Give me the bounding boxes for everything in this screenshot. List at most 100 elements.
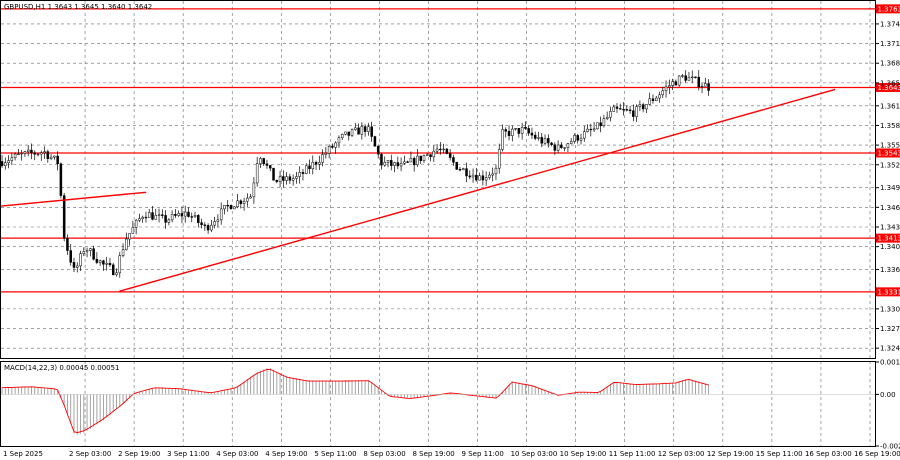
candle-body [628,109,632,111]
candle-body [530,132,534,136]
candle-body [478,175,481,181]
x-tick-label: 10 Sep 19:00 [560,450,607,458]
candle-body [507,131,511,136]
candle-body [265,163,269,166]
levels: 1.3763 1.3643 1.3543 1.3413 1.3331 [1,4,900,297]
candle-body [278,176,282,182]
candle-body [622,108,625,111]
candle-body [311,162,315,170]
x-tick-label: 4 Sep 03:00 [216,450,258,458]
candle-body [573,135,576,142]
candle-body [471,174,475,178]
candle-body [615,106,619,109]
candle-body [324,153,328,155]
candle-body [334,142,337,148]
candle-body [461,168,465,171]
level-label-box [876,4,900,14]
candle-body [458,169,462,171]
candle-body [592,128,596,131]
candle-body [30,149,33,154]
candle-body [53,155,56,158]
candle-body [360,126,364,135]
candle-body [419,155,422,161]
candle-body [125,238,128,250]
candle-body [350,129,354,136]
candle-body [625,109,629,111]
candle-body [197,215,200,223]
candle-body [314,162,318,165]
y-tick-label: 1.3490 [880,184,900,192]
macd-pane [1,368,875,435]
trendline [0,191,147,207]
level-label: 1.3413 [878,235,900,243]
candle-body [141,216,144,219]
candle-body [553,144,557,151]
candle-body [707,83,710,91]
candle-body [304,165,308,174]
candle-body [128,233,131,240]
candle-body [255,163,259,184]
candle-body [318,162,321,165]
x-tick-label: 12 Sep 03:00 [658,450,705,458]
x-tick-label: 9 Sep 11:00 [462,450,504,458]
macd-y-tick-label: -0.00258 [880,443,900,451]
candle-body [409,158,413,163]
x-tick-label: 4 Sep 19:00 [265,450,307,458]
candle-body [216,219,220,222]
candle-body [393,162,396,166]
candle-body [40,152,43,155]
candle-body [367,126,370,132]
y-tick-label: 1.3430 [880,223,900,231]
candle-body [233,206,236,210]
candle-body [229,205,233,210]
candle-body [131,227,135,234]
y-tick-label: 1.3555 [880,142,900,150]
candle-body [66,237,69,251]
candle-body [524,126,527,129]
candle-body [491,173,494,176]
level-label-box [876,233,900,243]
x-tick-label: 2 Sep 19:00 [118,450,160,458]
candle-body [383,162,386,166]
candle-body [236,200,239,208]
candle-body [664,86,668,92]
candle-body [596,122,599,130]
candle-body [704,83,707,87]
candle-body [619,108,622,110]
candle-body [210,224,213,231]
trendlines [0,88,836,292]
candle-body [98,260,102,263]
candle-body [154,215,158,220]
macd-readout: MACD(14,22,3) 0.00045 0.00051 [4,364,120,372]
candle-body [520,126,524,134]
candle-body [183,211,187,217]
candle-body [684,75,687,81]
candle-body [687,77,691,81]
y-tick-label: 1.3305 [880,305,900,313]
candle-body [406,161,409,163]
candle-body [285,176,288,181]
candle-body [134,220,138,228]
candle-body [569,141,573,144]
candle-body [59,163,63,196]
macd-y-tick-label: 0.00 [880,391,896,399]
candle-body [694,76,697,78]
candle-body [76,265,79,268]
candle-body [658,94,661,99]
candle-body [668,85,671,88]
candle-body [33,152,36,155]
candle-body [540,137,544,144]
candle-body [605,116,609,119]
candle-body [602,118,606,127]
candle-body [157,214,161,216]
level-label-box [876,82,900,92]
candle-body [576,135,579,141]
candles [0,70,710,278]
candle-body [282,176,285,181]
candle-body [645,104,648,110]
candle-body [511,128,514,136]
candle-body [190,216,193,218]
level-label: 1.3543 [878,149,900,157]
candle-body [167,219,171,223]
candle-body [295,176,298,179]
